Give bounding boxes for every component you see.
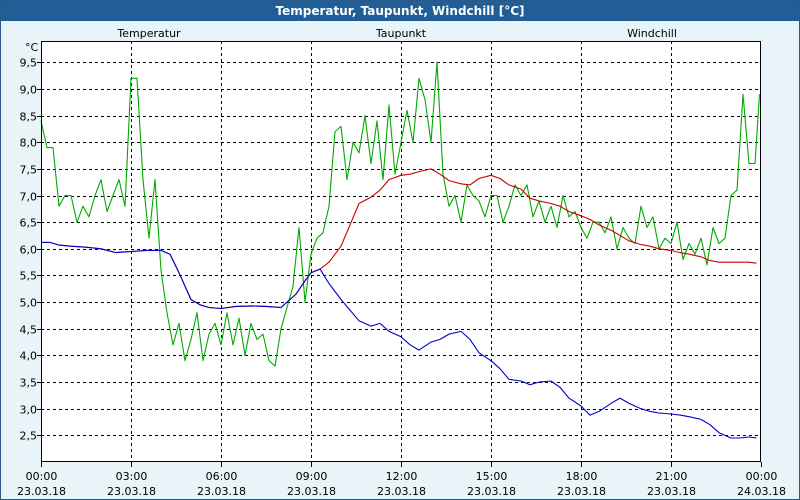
y-tick-label: 2,5 (20, 430, 38, 443)
x-axis: 00:00 23.03.18 03:00 23.03.18 06:00 23.03.18 0… (17, 462, 786, 498)
x-tick-date: 23.03.18 (647, 485, 696, 498)
x-tick-time: 18:00 (566, 470, 598, 483)
x-tick-date: 23.03.18 (377, 485, 426, 498)
x-tick-time: 00:00 (746, 470, 778, 483)
y-axis: 2,5 3,0 3,5 4,0 4,5 5,0 5,5 6,0 6,5 7,0 7,5 8,0 8,5 9… (20, 41, 41, 443)
legend-entry-windchill: Windchill (627, 27, 677, 40)
y-tick-label: 9,5 (20, 57, 38, 70)
y-tick-label: 7,5 (20, 164, 38, 177)
y-tick-label: 7,0 (20, 191, 38, 204)
x-tick-date: 23.03.18 (557, 485, 606, 498)
x-tick-date: 23.03.18 (17, 485, 66, 498)
plot-border (41, 41, 761, 462)
legend: Temperatur Taupunkt Windchill (116, 27, 677, 40)
y-tick-label: 8,5 (20, 111, 38, 124)
y-tick-label: 4,0 (20, 350, 38, 363)
x-tick-time: 09:00 (296, 470, 328, 483)
y-tick-label: 6,0 (20, 244, 38, 257)
series-line-windchill (40, 61, 761, 367)
legend-entry-taupunkt: Taupunkt (375, 27, 427, 40)
x-tick-time: 03:00 (116, 470, 148, 483)
x-tick-time: 06:00 (206, 470, 238, 483)
x-tick-time: 21:00 (656, 470, 688, 483)
series-line-taupunkt (41, 241, 757, 439)
x-tick-date: 23.03.18 (107, 485, 156, 498)
y-tick-label: 3,0 (20, 404, 38, 417)
x-tick-date: 24.03.18 (737, 485, 786, 498)
x-tick-date: 23.03.18 (467, 485, 516, 498)
x-tick-time: 15:00 (476, 470, 508, 483)
y-tick-label: 9,0 (20, 84, 38, 97)
y-tick-label: 5,5 (20, 270, 38, 283)
legend-entry-temperatur: Temperatur (116, 27, 181, 40)
y-tick-label: 3,5 (20, 377, 38, 390)
x-tick-time: 12:00 (386, 470, 418, 483)
y-tick-label: 5,0 (20, 297, 38, 310)
x-tick-time: 00:00 (26, 470, 58, 483)
x-tick-date: 23.03.18 (197, 485, 246, 498)
chart-title: Temperatur, Taupunkt, Windchill [°C] (1, 1, 799, 21)
x-tick-date: 23.03.18 (287, 485, 336, 498)
y-tick-label: 4,5 (20, 324, 38, 337)
y-axis-label: °C (25, 41, 39, 54)
y-tick-label: 8,0 (20, 137, 38, 150)
y-tick-label: 6,5 (20, 217, 38, 230)
series-lines (40, 61, 761, 439)
